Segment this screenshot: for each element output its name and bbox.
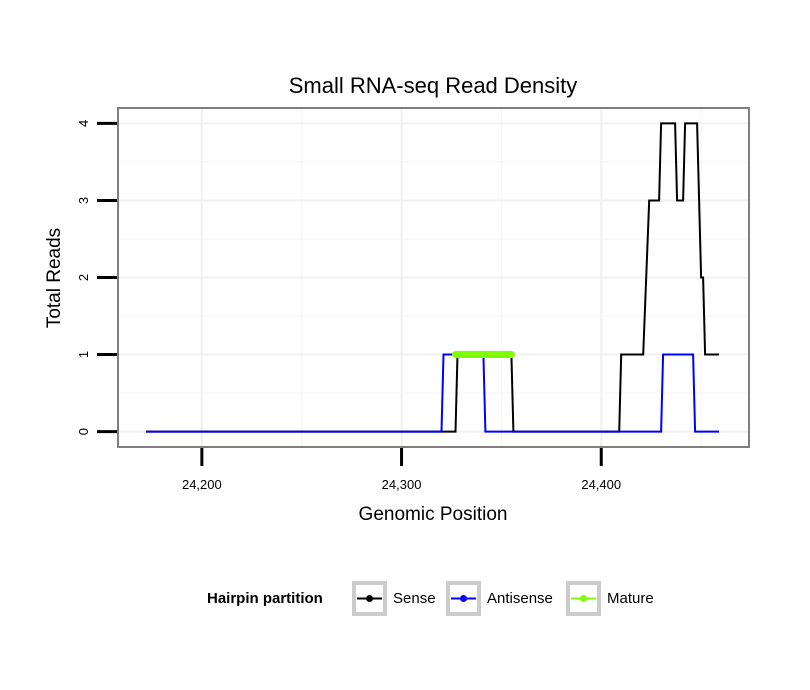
legend-dot-antisense xyxy=(460,595,467,602)
y-tick-label: 4 xyxy=(76,120,91,127)
legend-item-sense: Sense xyxy=(352,581,436,616)
legend-label-mature: Mature xyxy=(607,590,654,607)
plot-panel xyxy=(117,107,750,448)
legend-item-mature: Mature xyxy=(566,581,654,616)
y-tick-label: 1 xyxy=(76,351,91,358)
x-axis-label: Genomic Position xyxy=(359,504,508,525)
x-tick-label: 24,300 xyxy=(382,477,422,492)
plot-border xyxy=(117,107,750,448)
legend-dot-sense xyxy=(366,595,373,602)
series-layer xyxy=(146,122,719,433)
legend-dot-mature xyxy=(580,595,587,602)
series-line-antisense xyxy=(146,353,719,433)
x-tick-label: 24,400 xyxy=(581,477,621,492)
y-axis: 0 1 2 3 4 xyxy=(76,120,117,435)
y-tick-label: 0 xyxy=(76,428,91,435)
legend-label-sense: Sense xyxy=(393,590,436,607)
y-tick-label: 3 xyxy=(76,197,91,204)
legend-title: Hairpin partition xyxy=(207,590,323,607)
chart-title: Small RNA-seq Read Density xyxy=(289,73,578,98)
y-axis-label: Total Reads xyxy=(44,228,65,328)
x-tick-label: 24,200 xyxy=(182,477,222,492)
y-tick-label: 2 xyxy=(76,274,91,281)
legend-label-antisense: Antisense xyxy=(487,590,553,607)
x-axis: 24,200 24,300 24,400 xyxy=(182,448,621,492)
legend-item-antisense: Antisense xyxy=(446,581,553,616)
legend: Hairpin partition Sense Antisense Mature xyxy=(207,581,654,616)
